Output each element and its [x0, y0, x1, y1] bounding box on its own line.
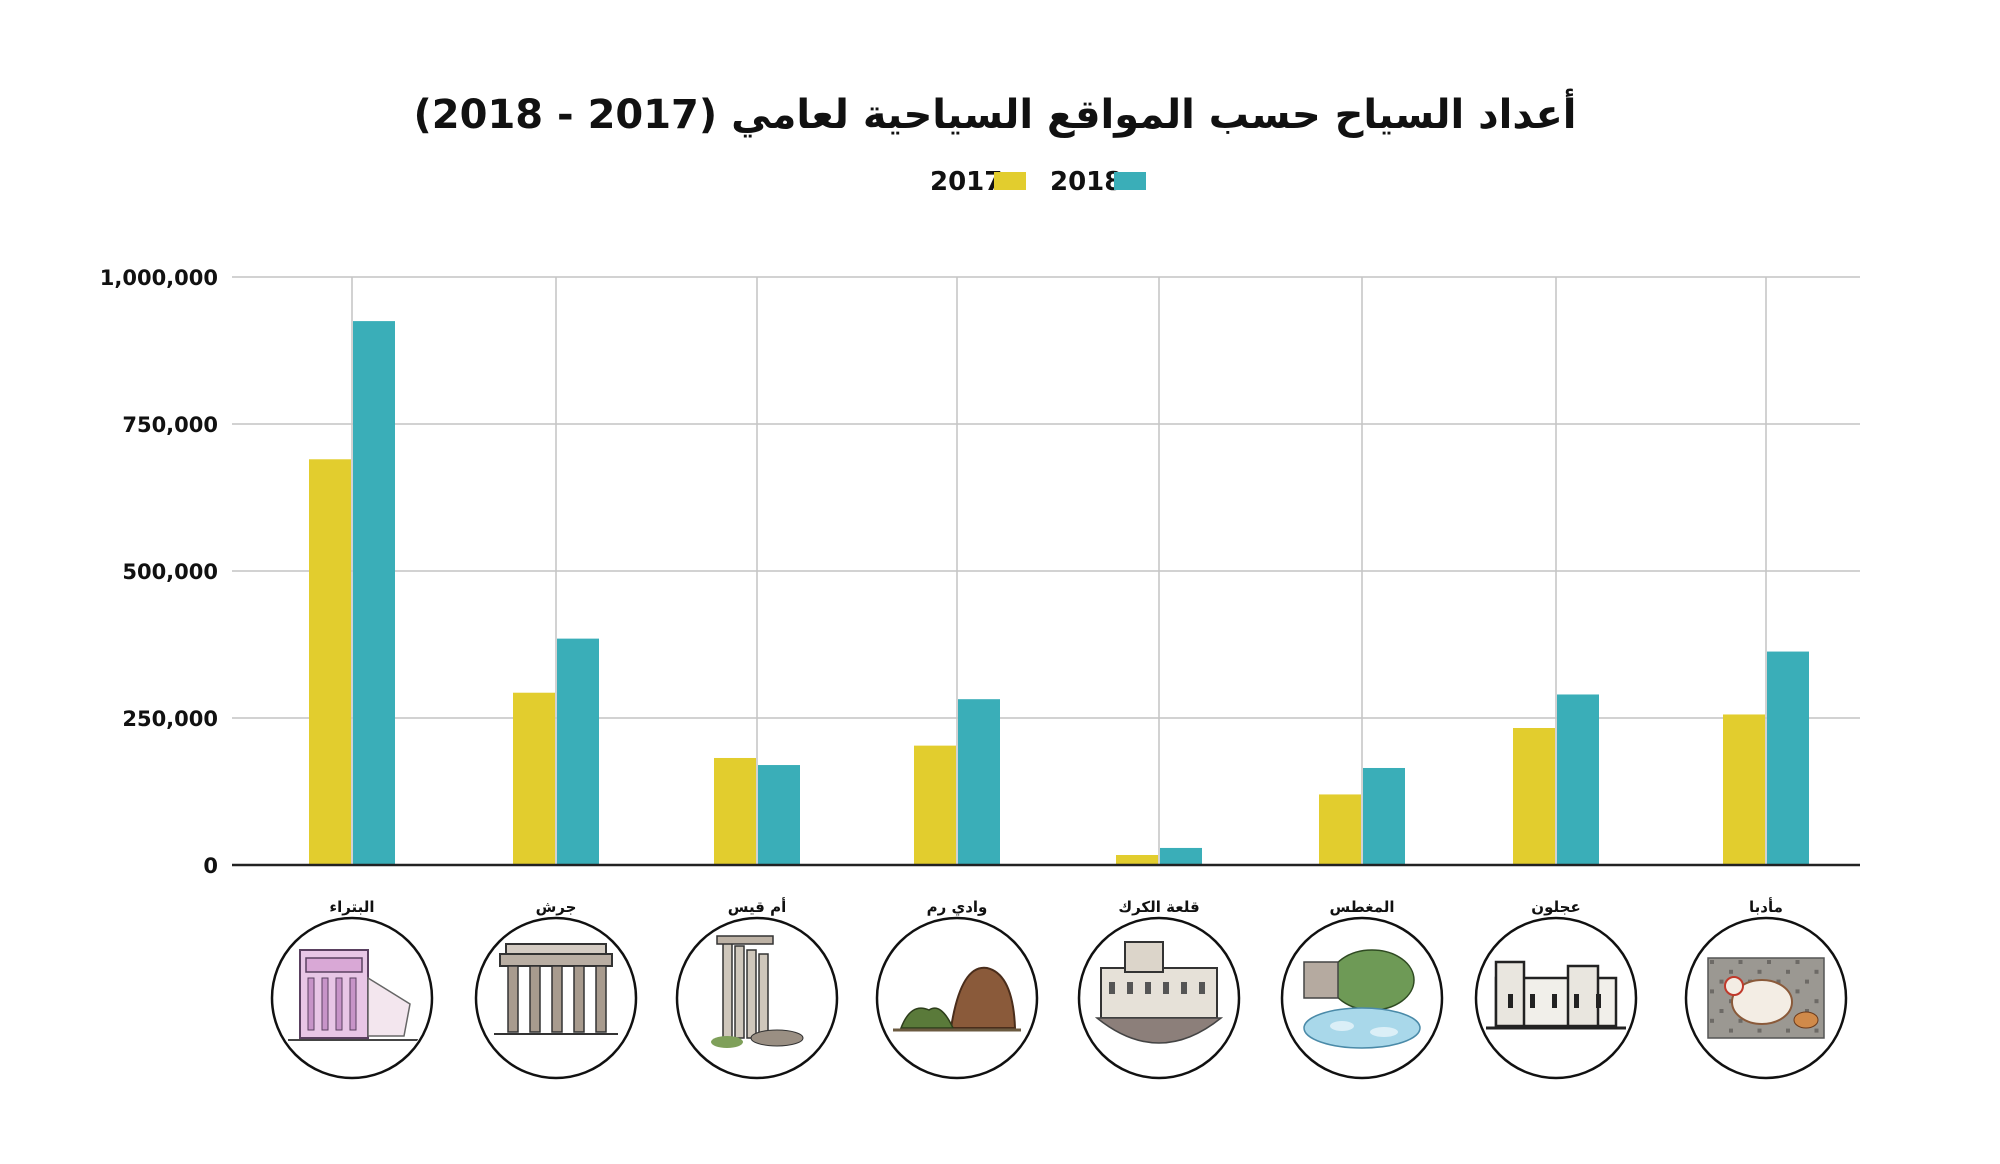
- karak-castle-icon: [1077, 916, 1241, 1080]
- bar-2017: [1319, 794, 1361, 865]
- baptism-site-icon: [1280, 916, 1444, 1080]
- y-tick-label: 250,000: [122, 707, 218, 731]
- illustration-circle: [1474, 916, 1638, 1080]
- x-tick-label: جرش: [536, 898, 577, 916]
- grid-lines: [232, 276, 1860, 865]
- y-tick-label: 750,000: [122, 413, 218, 437]
- bar-2018: [353, 321, 395, 866]
- legend-label-2017: 2017: [930, 167, 1002, 197]
- bars: [309, 321, 1809, 866]
- legend-swatch-2018: [1114, 172, 1146, 190]
- y-tick-label: 1,000,000: [100, 266, 218, 290]
- bar-2017: [914, 745, 956, 865]
- bar-2017: [513, 692, 555, 865]
- bar-2018: [1767, 651, 1809, 865]
- x-tick-label: البتراء: [329, 898, 374, 916]
- site-illustrations: [270, 916, 1848, 1080]
- bar-2018: [557, 638, 599, 865]
- jerash-columns-icon: [474, 916, 638, 1080]
- bar-2018: [958, 699, 1000, 865]
- ajloun-castle-icon: [1474, 916, 1638, 1080]
- bar-2017: [714, 757, 756, 865]
- bar-2018: [1160, 847, 1202, 865]
- wadi-rum-rocks-icon: [875, 916, 1039, 1080]
- bar-2018: [758, 765, 800, 865]
- chart-title: أعداد السياح حسب المواقع السياحية لعامي …: [414, 88, 1577, 138]
- x-tick-label: عجلون: [1531, 898, 1580, 916]
- illustration-circle: [1280, 916, 1444, 1080]
- illustration-circle: [675, 916, 839, 1080]
- umm-qais-ruins-icon: [675, 916, 839, 1080]
- illustration-circle: [1077, 916, 1241, 1080]
- y-tick-label: 500,000: [122, 560, 218, 584]
- legend-swatch-2017: [994, 172, 1026, 190]
- madaba-mosaic-icon: [1684, 916, 1848, 1080]
- axes: 0 250,000 500,000 750,000 1,000,000: [100, 266, 1860, 878]
- bar-2017: [309, 459, 351, 865]
- category-labels: البتراء جرش أم قيس وادي رم قلعة الكرك المغطس ع…: [329, 897, 1783, 917]
- bar-2017: [1723, 714, 1765, 865]
- illustration-circle: [270, 916, 434, 1080]
- x-tick-label: مأدبا: [1749, 897, 1783, 916]
- illustration-circle: [1684, 916, 1848, 1080]
- bar-2018: [1363, 767, 1405, 865]
- x-tick-label: أم قيس: [728, 897, 787, 916]
- x-tick-label: المغطس: [1329, 898, 1394, 916]
- bar-2018: [1557, 694, 1599, 865]
- petra-treasury-icon: [270, 916, 434, 1080]
- x-tick-label: قلعة الكرك: [1118, 898, 1199, 916]
- y-tick-label: 0: [203, 854, 218, 878]
- legend-label-2018: 2018: [1050, 167, 1122, 197]
- illustration-circle: [875, 916, 1039, 1080]
- x-tick-label: وادي رم: [927, 898, 988, 917]
- bar-2017: [1513, 727, 1555, 865]
- bar-2017: [1116, 855, 1158, 865]
- illustration-circle: [474, 916, 638, 1080]
- legend: 2018 2017: [930, 167, 1146, 197]
